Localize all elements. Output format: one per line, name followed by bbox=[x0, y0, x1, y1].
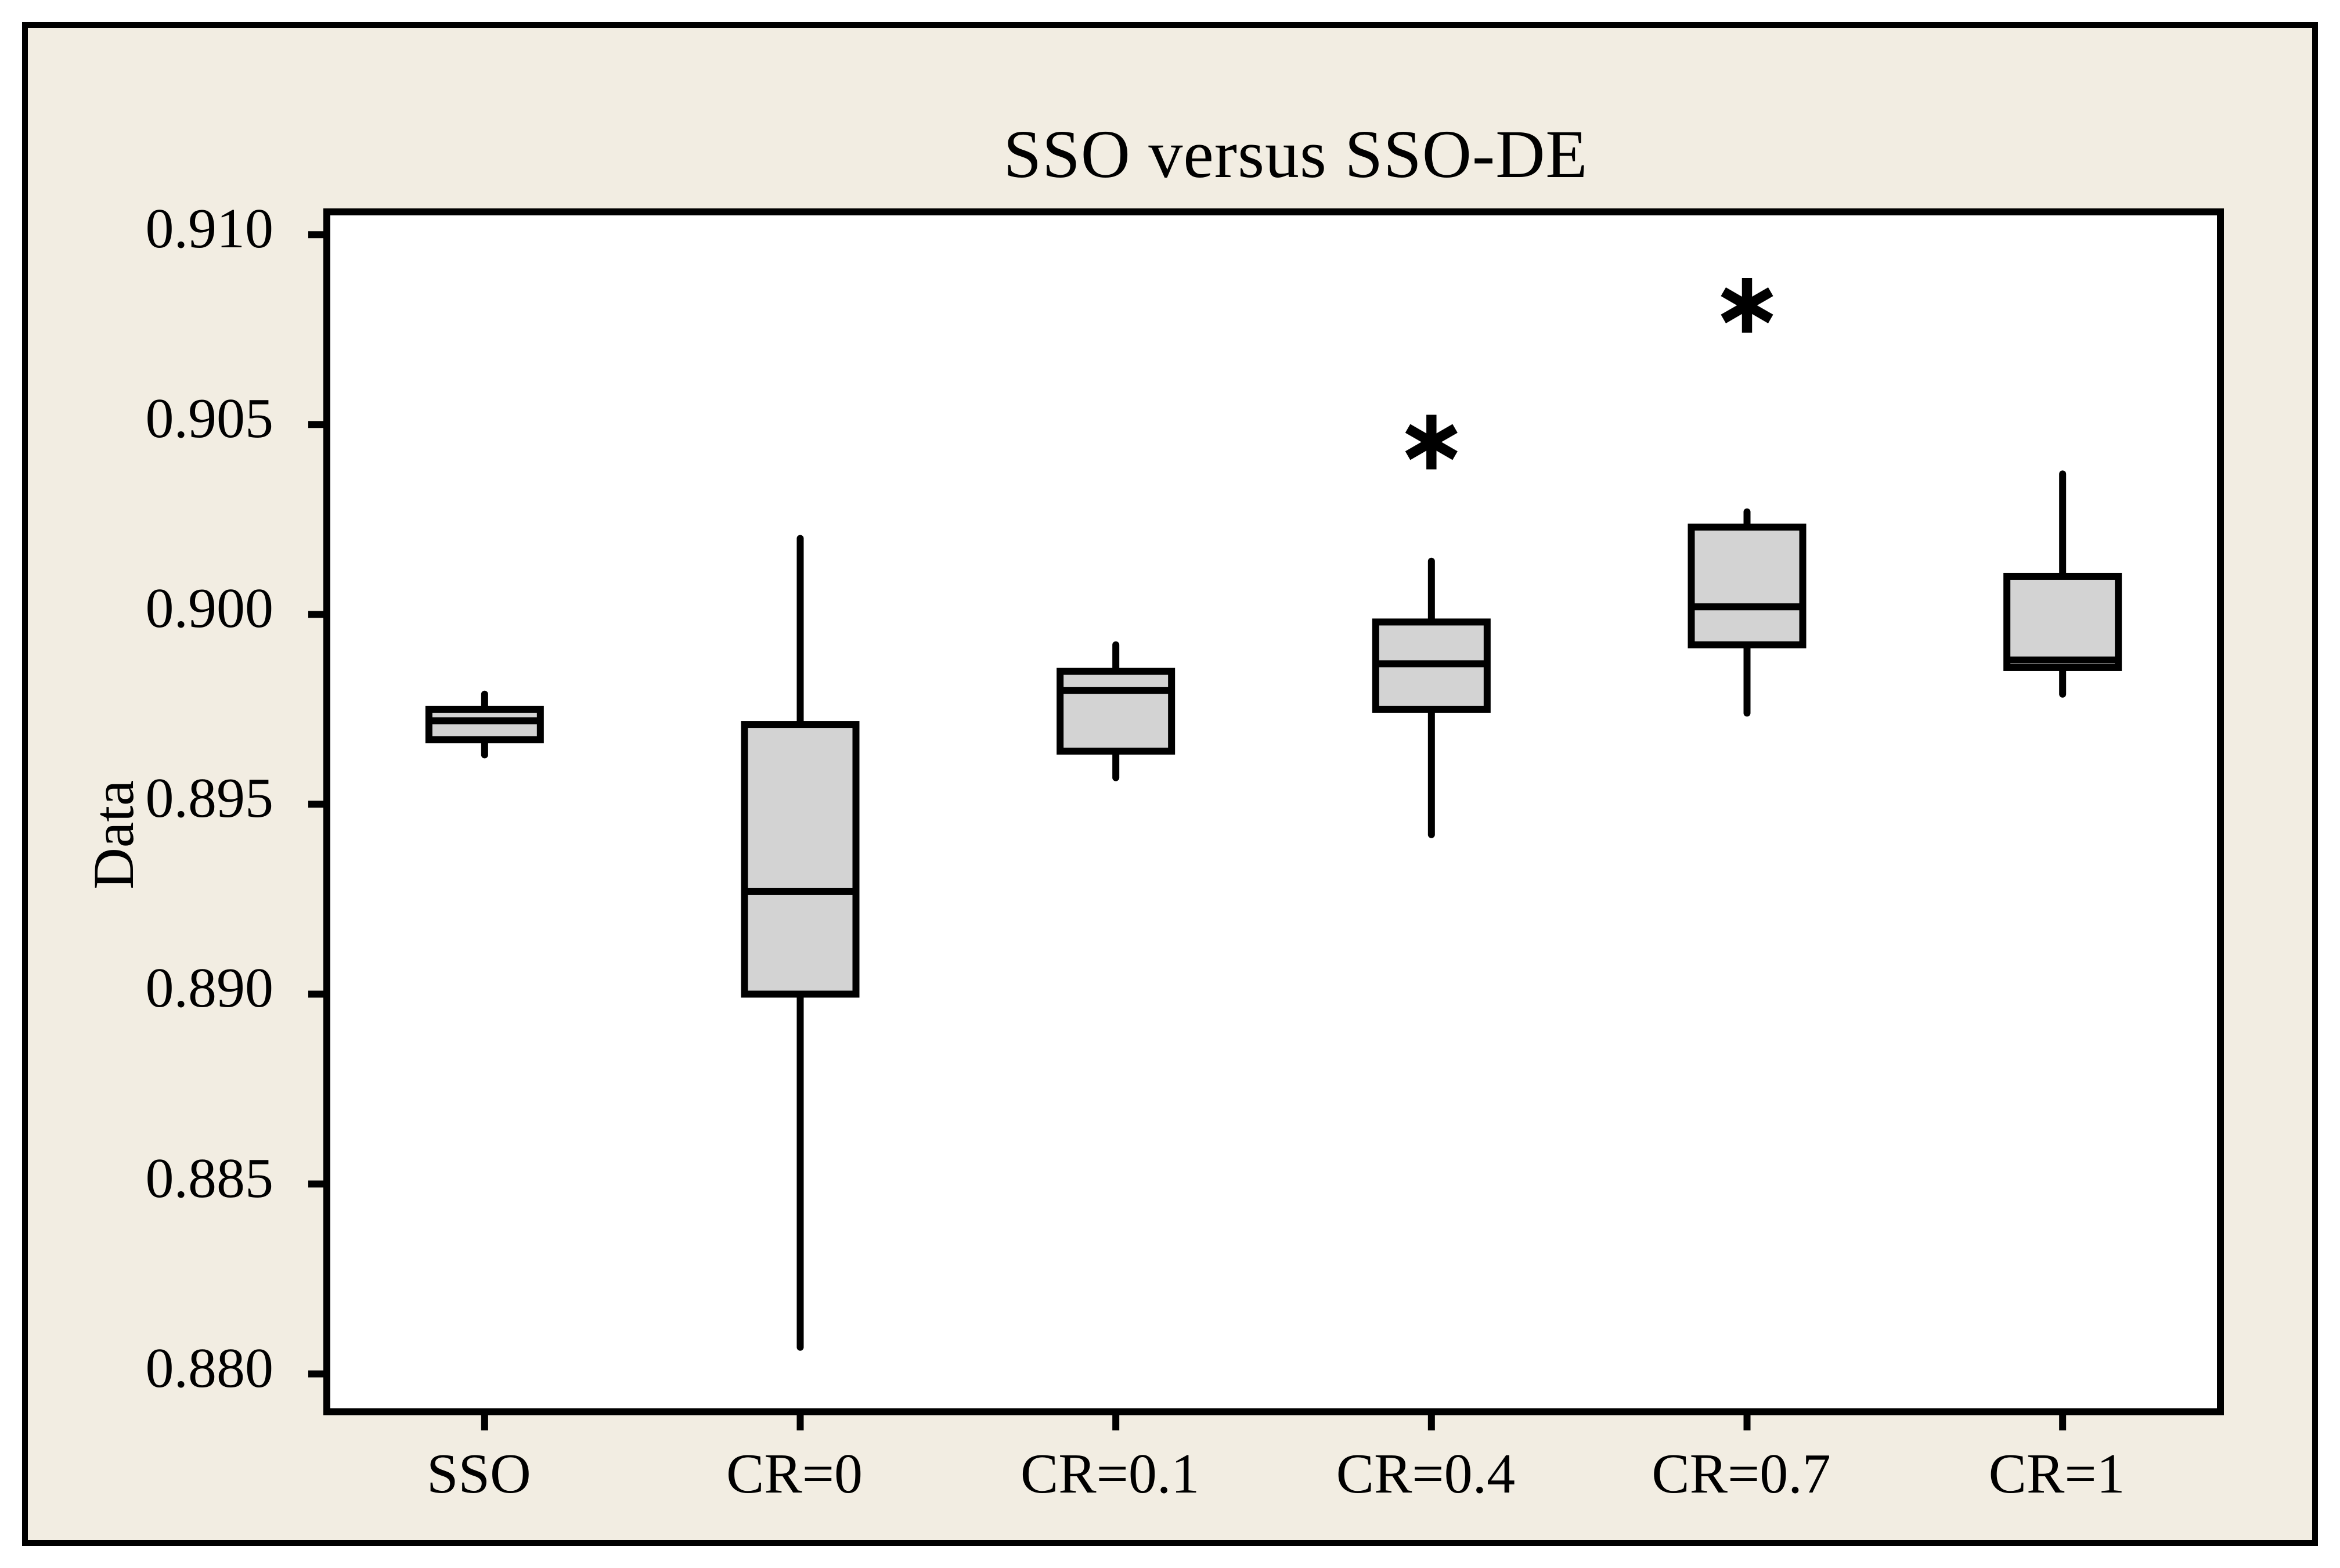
boxplot-canvas: ∗∗ bbox=[308, 208, 2224, 1430]
boxplot-cr-0-4-outlier-marker: ∗ bbox=[1395, 389, 1468, 490]
y-tick-label: 0.905 bbox=[145, 387, 274, 450]
y-tick-label: 0.910 bbox=[145, 197, 274, 261]
chart-outer-frame: SSO versus SSO-DE Data ∗ ∗ 0.880 0.885 0.89… bbox=[22, 22, 2318, 1546]
plot-area bbox=[323, 208, 2224, 1415]
x-tick-label: CR=0.1 bbox=[1020, 1443, 1200, 1505]
y-tick-label: 0.885 bbox=[145, 1147, 274, 1210]
x-tick-label: SSO bbox=[426, 1443, 531, 1505]
boxplot-cr-0-7-box bbox=[1688, 523, 1807, 648]
boxplot-cr-1-box bbox=[2003, 572, 2122, 671]
boxplot-cr-0-1-box bbox=[1057, 668, 1176, 755]
boxplot-cr-0-box bbox=[741, 721, 860, 998]
x-tick-label: CR=0.4 bbox=[1336, 1443, 1516, 1505]
x-tick-label: CR=1 bbox=[1988, 1443, 2125, 1505]
y-tick-label: 0.895 bbox=[145, 767, 274, 830]
boxplot-sso-box bbox=[425, 705, 544, 744]
y-tick-label: 0.900 bbox=[145, 577, 274, 640]
y-tick-label: 0.880 bbox=[145, 1336, 274, 1400]
y-tick-label: 0.890 bbox=[145, 957, 274, 1020]
x-tick-label: CR=0.7 bbox=[1652, 1443, 1831, 1505]
chart-title: SSO versus SSO-DE bbox=[1003, 116, 1588, 192]
x-tick-label: CR=0 bbox=[726, 1443, 863, 1505]
boxplot-cr-0-7-outlier-marker: ∗ bbox=[1711, 253, 1784, 354]
